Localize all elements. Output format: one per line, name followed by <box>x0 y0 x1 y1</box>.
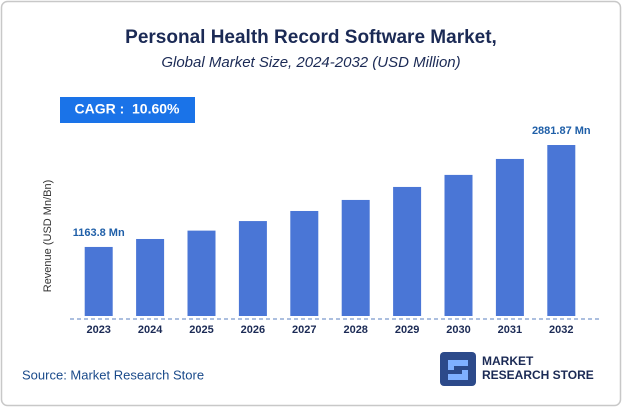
bar <box>136 238 165 316</box>
bar <box>84 246 113 316</box>
x-tick-label: 2026 <box>241 324 265 336</box>
bar <box>444 174 473 316</box>
bar <box>290 210 319 316</box>
value-label: 1163.8 Mn <box>73 227 125 239</box>
x-tick-label: 2032 <box>549 324 573 336</box>
source: Source: Market Research Store <box>22 367 204 382</box>
logo-text: RESEARCH STORE <box>482 368 594 382</box>
x-tick-label: 2029 <box>395 324 419 336</box>
logo-text: MARKET <box>482 354 534 368</box>
chart-subtitle: Global Market Size, 2024-2032 (USD Milli… <box>161 54 460 71</box>
y-axis-label: Revenue (USD Mn/Bn) <box>42 180 54 293</box>
bar <box>238 221 267 316</box>
bar <box>495 158 524 316</box>
x-tick-label: 2031 <box>498 324 522 336</box>
bar <box>341 199 370 316</box>
x-tick-label: 2024 <box>138 324 163 336</box>
cagr-box <box>60 97 195 123</box>
x-tick-label: 2028 <box>343 324 367 336</box>
bar <box>393 186 422 316</box>
chart-title: Personal Health Record Software Market, <box>125 27 497 48</box>
x-tick-label: 2027 <box>292 324 316 336</box>
x-tick-label: 2030 <box>446 324 470 336</box>
logo: MARKET RESEARCH STORE <box>440 352 594 386</box>
logo-glyph <box>448 360 468 380</box>
bar <box>187 230 216 316</box>
cagr-label: CAGR : 10.60% <box>74 101 180 117</box>
logo-icon <box>440 352 476 386</box>
value-label: 2881.87 Mn <box>532 125 591 137</box>
bar <box>547 145 576 316</box>
x-tick-label: 2023 <box>86 324 110 336</box>
x-tick-label: 2025 <box>189 324 213 336</box>
